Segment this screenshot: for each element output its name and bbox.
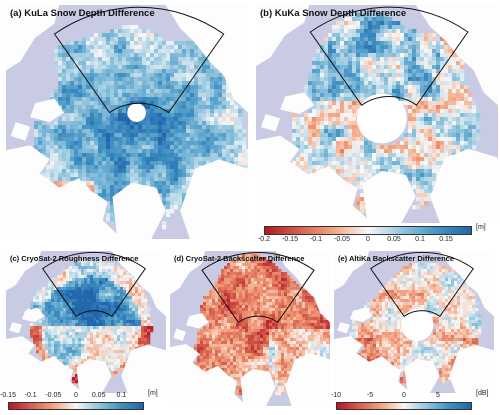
pole-gap — [127, 103, 147, 122]
sector-outline — [370, 251, 474, 317]
colorbar-gradient — [336, 402, 472, 410]
colorbar-tick-label: 0.1 — [415, 236, 425, 243]
panel-c-title: (c) CryoSat-2 Roughness Difference — [10, 254, 139, 263]
colorbar-unit: [m] — [148, 390, 158, 397]
colorbar-unit: [m] — [476, 224, 486, 231]
colorbar-tick-label: -0.1 — [309, 236, 323, 243]
panel-e-title: (e) AltiKa Backscatter Difference — [338, 254, 455, 263]
colorbar-tick-label: -10 — [330, 392, 342, 399]
colorbar-tick-label: -0.15 — [0, 392, 16, 399]
sea-ice-field — [34, 25, 248, 230]
colorbar-tick-label: -0.2 — [257, 236, 271, 243]
pole-gap — [356, 93, 407, 144]
panel-d-title: (d) CryoSat-2 Backscatter Difference — [174, 254, 305, 263]
arctic-map-c — [6, 251, 166, 393]
sea-ice-field — [194, 254, 330, 396]
colorbar-tick-label: 0 — [366, 236, 370, 243]
backscatter-colorbar: -10 -5 0 5 [dB] — [331, 390, 496, 414]
arctic-map-d — [170, 251, 330, 406]
colorbar-tick-label: 0 — [74, 392, 78, 399]
colorbar-tick-label: 0.05 — [387, 236, 401, 243]
colorbar-tick-label: -0.05 — [334, 236, 350, 243]
sector-outline — [201, 252, 315, 323]
snow-depth-colorbar: -0.2 -0.15 -0.1 -0.05 0 0.05 0.1 0.15 [m] — [258, 224, 492, 248]
panel-a-title: (a) KuLa Snow Depth Difference — [10, 8, 155, 19]
colorbar-unit: [dB] — [476, 390, 489, 397]
pole-gap — [400, 308, 434, 342]
landmass — [334, 251, 494, 393]
arctic-map-a — [6, 5, 248, 239]
map-panel-a: (a) KuLa Snow Depth Difference — [6, 5, 248, 239]
colorbar-tick-label: 0.15 — [439, 236, 453, 243]
colorbar-tick-label: 0 — [402, 392, 406, 399]
map-panel-d: (d) CryoSat-2 Backscatter Difference — [170, 251, 330, 406]
sector-outline — [53, 6, 225, 114]
sector-outline — [309, 6, 469, 106]
roughness-colorbar: -0.15 -0.1 -0.05 0 0.05 0.1 [m] — [0, 390, 166, 414]
colorbar-tick-label: -0.05 — [45, 392, 62, 399]
colorbar-tick-label: -5 — [366, 392, 374, 399]
colorbar-gradient — [8, 402, 144, 410]
map-panel-c: (c) CryoSat-2 Roughness Difference — [6, 251, 166, 393]
landmass — [6, 251, 166, 393]
colorbar-tick-label: -0.1 — [24, 392, 37, 399]
colorbar-tick-label: -0.15 — [282, 236, 298, 243]
landmass — [170, 251, 330, 406]
map-panel-e: (e) AltiKa Backscatter Difference — [334, 251, 494, 393]
panel-b-title: (b) KuKa Snow Depth Difference — [260, 8, 407, 19]
arctic-map-b — [256, 5, 498, 223]
colorbar-tick-label: 0.1 — [116, 392, 127, 399]
landmass — [256, 5, 498, 223]
colorbar-tick-label: 5 — [436, 392, 440, 399]
map-panel-b: (b) KuKa Snow Depth Difference — [256, 5, 498, 223]
arctic-map-e — [334, 251, 494, 393]
colorbar-gradient — [264, 226, 472, 235]
colorbar-tick-label: 0.05 — [91, 392, 106, 399]
sea-ice-field — [349, 263, 482, 384]
sea-ice-field — [288, 13, 481, 214]
sector-outline — [42, 251, 146, 317]
landmass — [6, 5, 248, 239]
